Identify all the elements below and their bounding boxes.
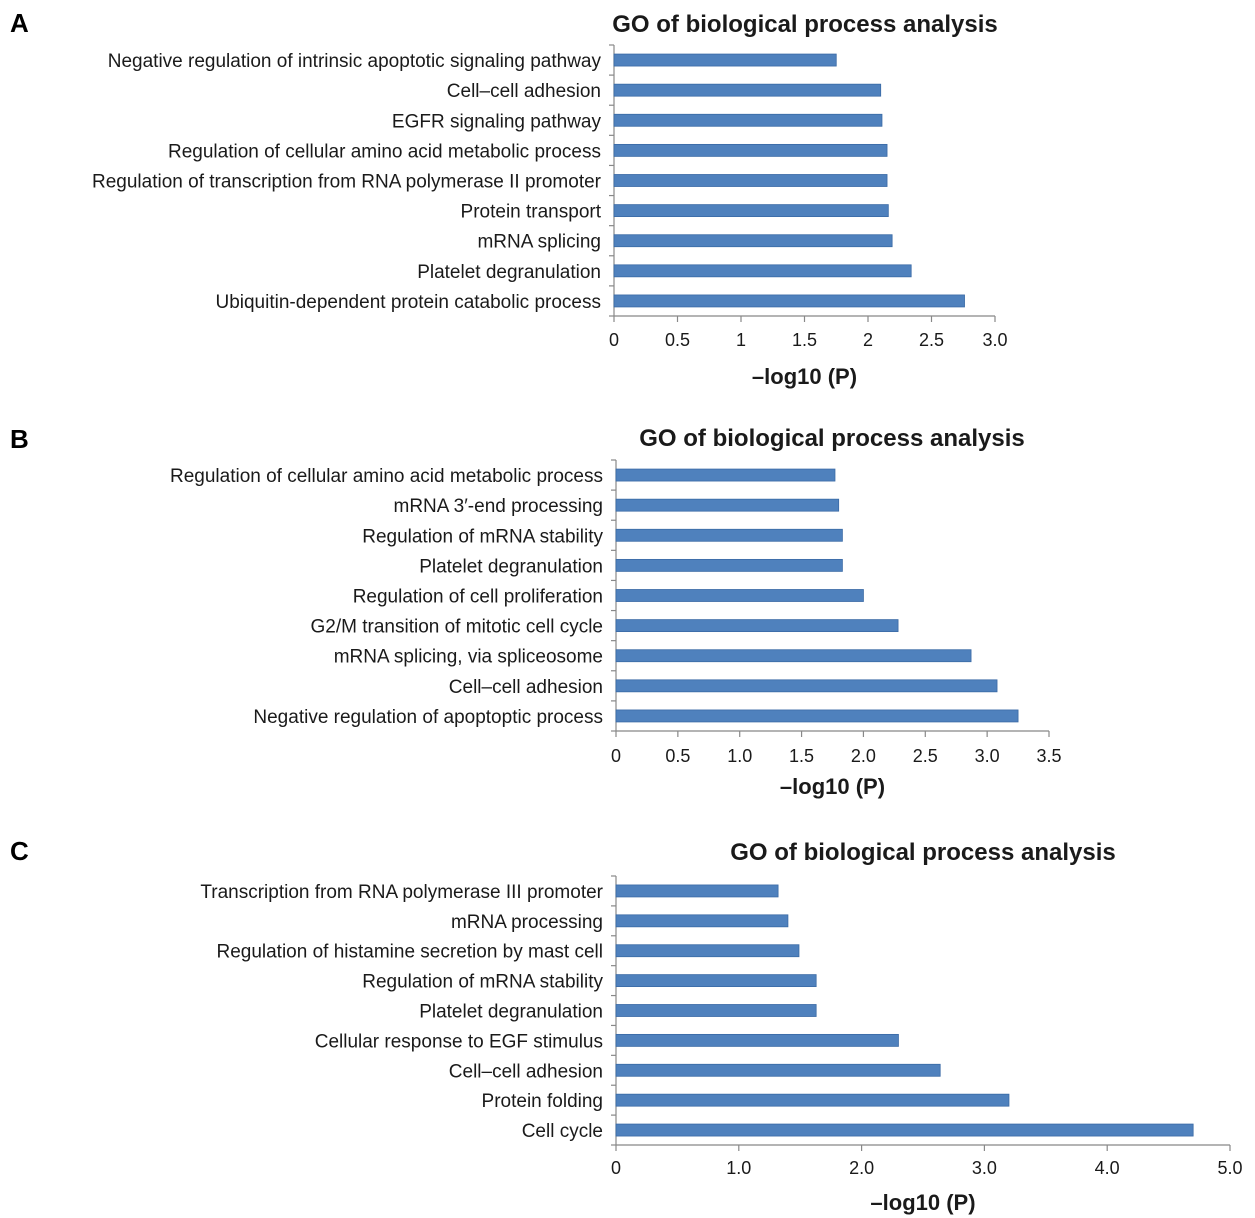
category-label: Regulation of histamine secretion by mas… (216, 942, 603, 963)
category-label: Platelet degranulation (417, 262, 601, 283)
bar (615, 1093, 1010, 1107)
bar (615, 558, 843, 572)
category-label: mRNA 3′-end processing (394, 496, 604, 517)
x-tick-label: 1.0 (726, 1158, 751, 1178)
category-label: Regulation of mRNA stability (362, 972, 603, 993)
x-tick-label: 2 (863, 330, 873, 350)
chart-panel-c: C GO of biological process analysis Transc… (10, 836, 1243, 1215)
category-label: mRNA splicing (477, 232, 601, 253)
x-tick-label: 5.0 (1217, 1158, 1242, 1178)
bar (615, 619, 899, 633)
panel-letter: A (10, 8, 29, 38)
bar (613, 53, 837, 67)
bar (615, 1123, 1194, 1137)
category-label: Cell–cell adhesion (447, 81, 601, 102)
x-tick-label: 2.0 (851, 746, 876, 766)
bar (615, 1004, 817, 1017)
x-tick-label: 0 (611, 746, 621, 766)
bar (615, 1033, 899, 1047)
x-tick-label: 4.0 (1095, 1158, 1120, 1178)
x-tick-label: 0.5 (665, 330, 690, 350)
category-label: Platelet degranulation (419, 1002, 603, 1023)
bar (613, 234, 893, 248)
category-label: Regulation of cellular amino acid metabo… (170, 466, 603, 487)
category-label: Regulation of cellular amino acid metabo… (168, 141, 601, 162)
category-label: Regulation of transcription from RNA pol… (92, 172, 602, 193)
category-label: Cell cycle (522, 1121, 603, 1142)
x-tick-label: 1.5 (792, 330, 817, 350)
bar (615, 649, 972, 663)
category-label: Cellular response to EGF stimulus (315, 1031, 603, 1052)
category-label: Regulation of mRNA stability (362, 526, 603, 547)
x-tick-label: 0.5 (665, 746, 690, 766)
category-label: Negative regulation of intrinsic apoptot… (108, 51, 602, 72)
x-axis-label: –log10 (P) (752, 364, 857, 389)
x-tick-label: 1.5 (789, 746, 814, 766)
bar (615, 944, 800, 958)
x-tick-label: 3.0 (972, 1158, 997, 1178)
category-label: Protein transport (461, 202, 602, 223)
bar (615, 709, 1019, 723)
category-label: mRNA processing (451, 912, 603, 933)
x-axis-label: –log10 (P) (780, 774, 885, 799)
bar (613, 113, 883, 127)
x-tick-label: 0 (609, 330, 619, 350)
bar (615, 528, 843, 542)
bar (613, 174, 888, 187)
x-tick-label: 2.5 (919, 330, 944, 350)
category-label: Cell–cell adhesion (449, 1061, 603, 1082)
x-tick-label: 0 (611, 1158, 621, 1178)
category-label: G2/M transition of mitotic cell cycle (311, 617, 603, 638)
category-label: Negative regulation of apoptoptic proces… (253, 707, 603, 728)
bar (615, 1063, 941, 1077)
panel-letter: C (10, 836, 29, 866)
bar (615, 914, 789, 928)
chart-panel-b: B GO of biological process analysis Regula… (10, 424, 1062, 799)
x-tick-label: 3.0 (975, 746, 1000, 766)
x-tick-label: 3.0 (982, 330, 1007, 350)
chart-title: GO of biological process analysis (730, 839, 1115, 866)
bar (613, 143, 888, 157)
category-label: Protein folding (482, 1091, 603, 1112)
bar (613, 264, 912, 278)
panel-letter: B (10, 424, 29, 454)
chart-title: GO of biological process analysis (639, 425, 1024, 452)
bar (615, 884, 779, 898)
category-label: Ubiquitin-dependent protein catabolic pr… (215, 292, 601, 313)
category-label: Transcription from RNA polymerase III pr… (200, 882, 603, 903)
bar (615, 974, 817, 988)
category-label: Regulation of cell proliferation (353, 587, 603, 608)
bar (613, 204, 889, 218)
bar (615, 498, 840, 512)
bar (615, 679, 998, 693)
bar (613, 83, 882, 97)
category-label: mRNA splicing, via spliceosome (334, 647, 603, 668)
x-tick-label: 2.0 (849, 1158, 874, 1178)
chart-panel-a: A GO of biological process analysis Negati… (10, 8, 1008, 389)
category-label: Platelet degranulation (419, 556, 603, 577)
x-tick-label: 1 (736, 330, 746, 350)
bar (615, 468, 836, 482)
chart-title: GO of biological process analysis (612, 11, 997, 38)
x-tick-label: 2.5 (913, 746, 938, 766)
bar (613, 294, 965, 308)
category-label: EGFR signaling pathway (392, 111, 602, 132)
x-tick-label: 1.0 (727, 746, 752, 766)
x-tick-label: 3.5 (1036, 746, 1061, 766)
x-axis-label: –log10 (P) (870, 1190, 975, 1215)
bar (615, 589, 864, 602)
category-label: Cell–cell adhesion (449, 677, 603, 698)
